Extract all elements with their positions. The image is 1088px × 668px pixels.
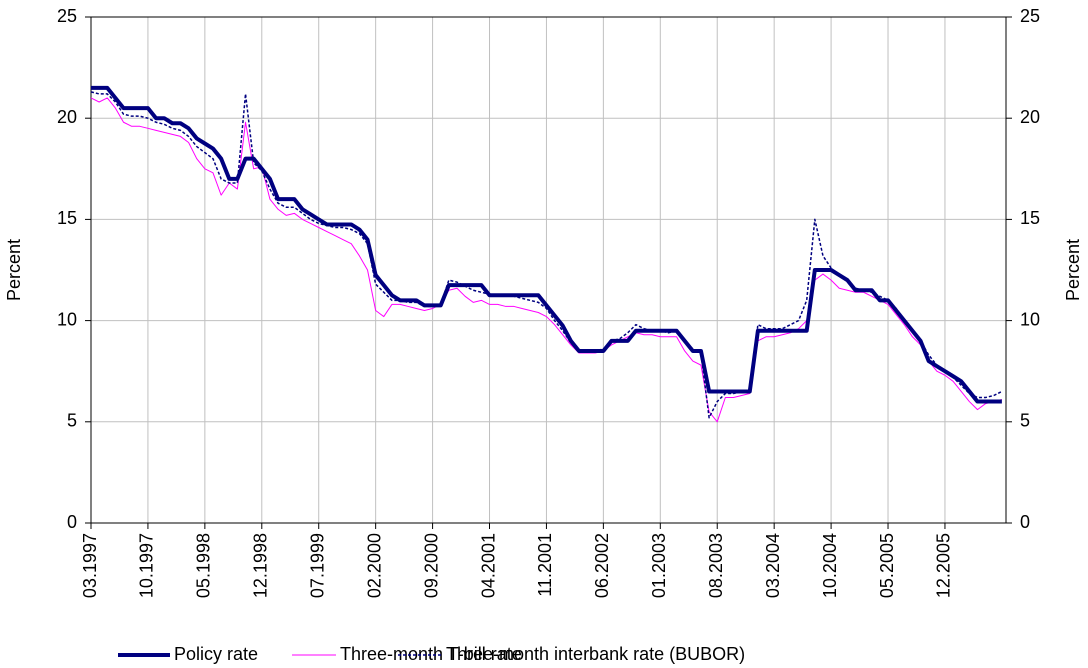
- x-tick-label: 11.2001: [535, 533, 555, 597]
- plot-area: [91, 17, 1006, 523]
- x-tick-label: 05.2005: [877, 533, 897, 598]
- x-tick-label: 01.2003: [649, 533, 669, 598]
- x-tick-label: 12.1998: [251, 533, 271, 598]
- x-tick-label: 10.2004: [820, 533, 840, 598]
- series-line: [91, 85, 1002, 404]
- y-tick-label: 10: [57, 309, 77, 329]
- x-tick-label: 06.2002: [592, 533, 612, 598]
- y-tick-label: 0: [67, 512, 77, 532]
- y2-tick-label: 20: [1020, 107, 1040, 127]
- legend-label: Policy rate: [174, 644, 258, 664]
- y-tick-label: 25: [57, 6, 77, 26]
- x-tick-label: 04.2001: [478, 533, 498, 598]
- y2-tick-label: 0: [1020, 512, 1030, 532]
- y2-tick-label: 15: [1020, 208, 1040, 228]
- x-tick-label: 09.2000: [421, 533, 441, 598]
- x-tick-label: 03.1997: [80, 533, 100, 598]
- y2-tick-label: 10: [1020, 309, 1040, 329]
- legend-label: Three-month interbank rate (BUBOR): [446, 644, 745, 664]
- x-tick-label: 05.1998: [194, 533, 214, 598]
- y-tick-label: 5: [67, 411, 77, 431]
- x-tick-label: 07.1999: [307, 533, 327, 598]
- x-tick-label: 10.1997: [137, 533, 157, 598]
- y2-tick-label: 5: [1020, 411, 1030, 431]
- y-axis-label: Percent: [4, 239, 24, 301]
- x-tick-label: 08.2003: [706, 533, 726, 598]
- x-tick-label: 12.2005: [934, 533, 954, 598]
- series-line: [90, 97, 1003, 423]
- plot-border: [90, 16, 1007, 524]
- y-tick-label: 15: [57, 208, 77, 228]
- y2-axis-label: Percent: [1063, 239, 1083, 301]
- y2-tick-label: 25: [1020, 6, 1040, 26]
- y-tick-label: 20: [57, 107, 77, 127]
- x-tick-label: 02.2000: [364, 533, 384, 598]
- legend-label: Three-month T-bill rate: [340, 644, 522, 664]
- x-tick-label: 03.2004: [763, 533, 783, 598]
